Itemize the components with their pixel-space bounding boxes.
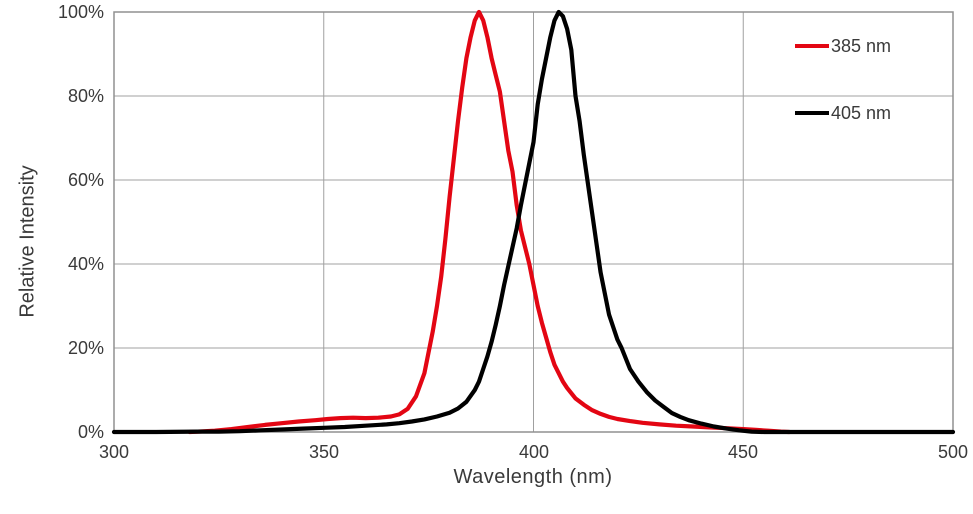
legend-item-385nm: 385 nm [795, 36, 891, 56]
x-tick-label: 400 [518, 442, 550, 462]
y-tick-label: 40% [67, 254, 104, 274]
x-tick-label: 500 [937, 442, 969, 462]
legend-item-405nm: 405 nm [795, 103, 891, 123]
y-tick-label: 80% [67, 86, 104, 106]
x-tick-label: 300 [98, 442, 130, 462]
legend-line-385nm-icon [795, 44, 829, 48]
x-tick-label: 350 [308, 442, 340, 462]
x-tick-label: 450 [727, 442, 759, 462]
y-tick-label: 0% [77, 422, 104, 442]
y-axis-title: Relative Intensity [16, 165, 39, 318]
y-tick-label: 60% [67, 170, 104, 190]
y-tick-label: 20% [67, 338, 104, 358]
x-axis-title: Wavelength (nm) [453, 466, 613, 488]
legend-label: 405 nm [831, 103, 892, 123]
y-tick-label: 100% [57, 2, 104, 22]
legend-label: 385 nm [831, 36, 892, 56]
legend-line-405nm-icon [795, 111, 829, 115]
